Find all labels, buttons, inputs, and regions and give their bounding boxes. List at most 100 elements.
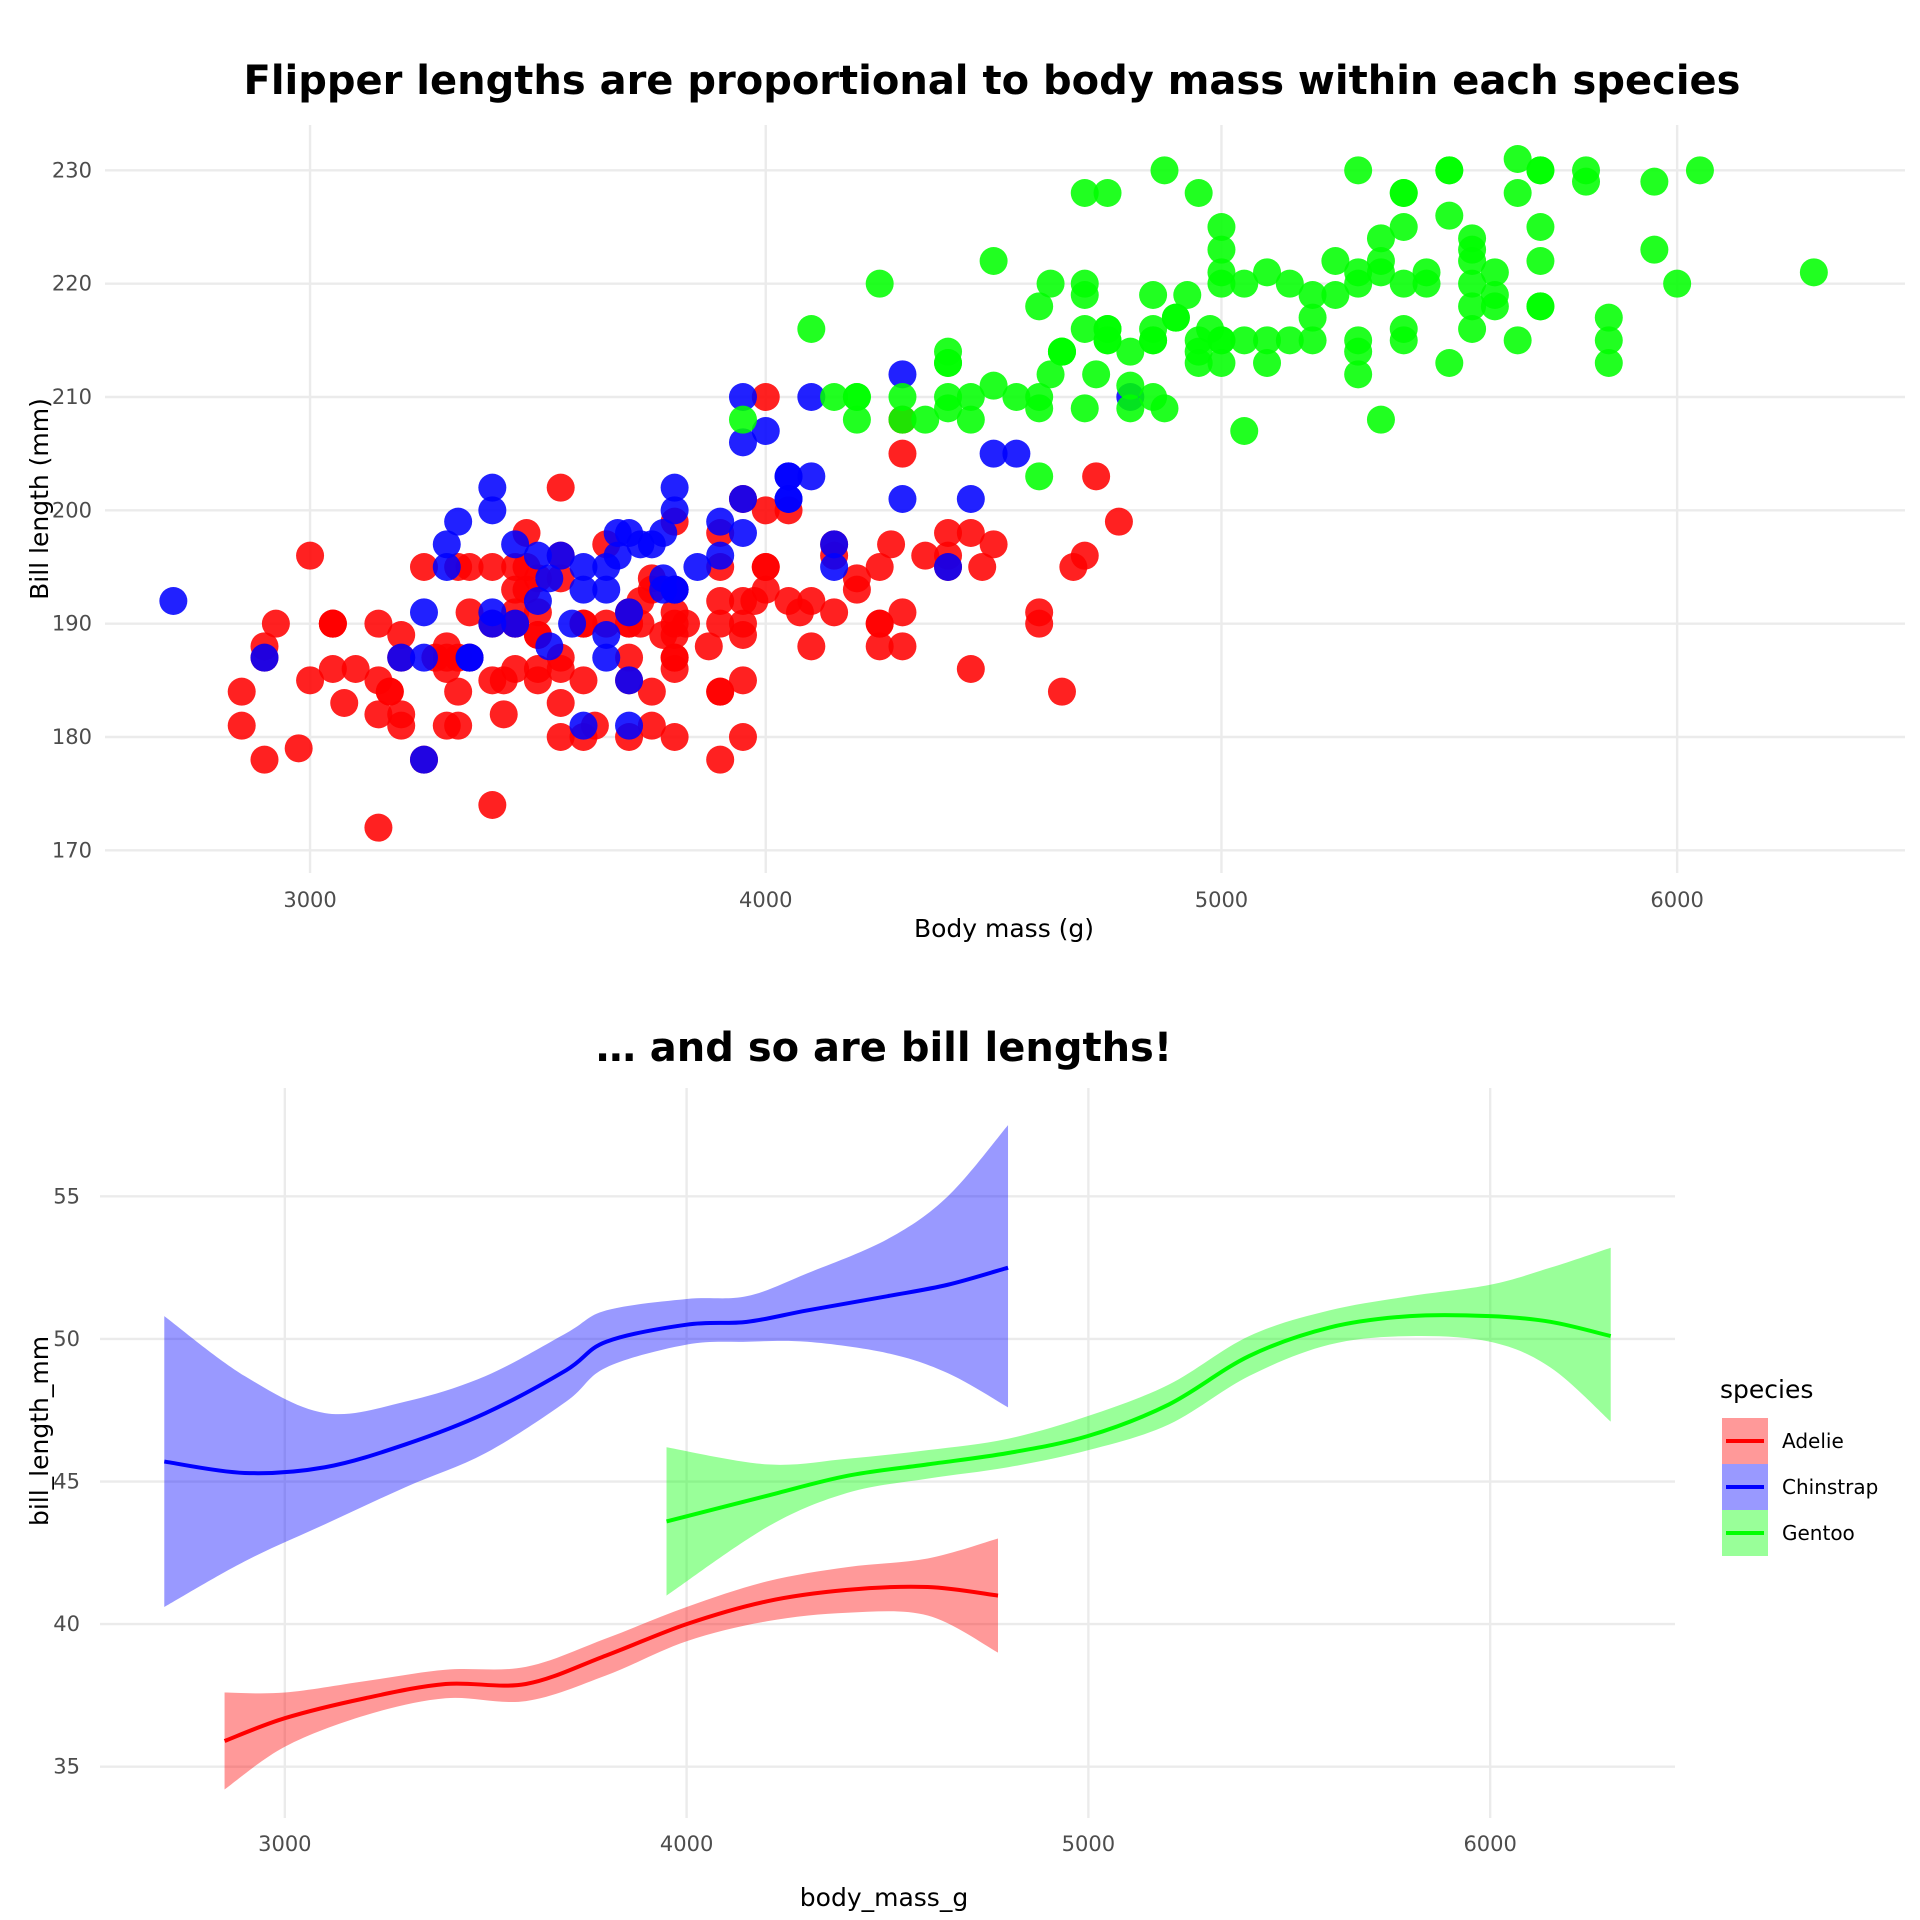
scatter-point (706, 587, 735, 615)
scatter-point (478, 791, 507, 819)
scatter-point (1389, 213, 1418, 241)
scatter-point (934, 553, 963, 581)
scatter-point (1594, 349, 1623, 377)
scatter-point (1116, 394, 1145, 423)
scatter-point (1526, 247, 1555, 275)
scatter-point (409, 553, 438, 581)
smooth-lines (164, 1265, 1612, 1743)
scatter-point (706, 507, 735, 536)
scatter-point (1184, 337, 1213, 366)
scatter-point (615, 711, 644, 740)
scatter-point (706, 677, 735, 706)
scatter-point (250, 745, 279, 774)
legend-title: species (1720, 1375, 1813, 1404)
legend-item-chinstrap: Chinstrap (1722, 1464, 1878, 1510)
scatter-point (375, 677, 404, 706)
scatter-x-tick-label: 6000 (1650, 888, 1703, 912)
scatter-x-axis-label: Body mass (g) (914, 914, 1094, 943)
scatter-point (820, 553, 849, 581)
scatter-point (979, 371, 1008, 400)
scatter-point (1389, 179, 1418, 207)
scatter-point (1150, 156, 1179, 185)
scatter-point (615, 666, 644, 695)
scatter-point (1025, 462, 1054, 491)
scatter-point (546, 689, 575, 717)
scatter-point (911, 405, 940, 434)
scatter-point (1025, 394, 1054, 423)
scatter-point (1435, 201, 1464, 230)
scatter-series-adelie (227, 383, 1133, 842)
smooth-line-gentoo (666, 1313, 1612, 1524)
scatter-series-chinstrap (159, 360, 1145, 774)
scatter-point (432, 530, 461, 559)
scatter-point (1480, 281, 1509, 309)
scatter-point (592, 575, 621, 604)
scatter-point (797, 462, 826, 491)
legend-item-adelie: Adelie (1722, 1418, 1844, 1464)
scatter-point (569, 575, 598, 604)
scatter-y-tick-label: 170 (52, 838, 92, 862)
scatter-point (1435, 156, 1464, 185)
scatter-point (341, 655, 370, 683)
scatter-point (1036, 269, 1065, 298)
scatter-x-tick-label: 3000 (283, 888, 336, 912)
scatter-point (409, 598, 438, 627)
scatter-point (1526, 292, 1555, 321)
scatter-point (615, 643, 644, 672)
scatter-point (1526, 213, 1555, 241)
scatter-point (694, 632, 723, 661)
scatter-point (387, 643, 416, 672)
scatter-point (683, 553, 712, 581)
scatter-point (615, 598, 644, 627)
scatter-point (227, 711, 256, 740)
scatter-point (1230, 269, 1259, 298)
scatter-point (888, 360, 917, 389)
legend-items: Adelie Chinstrap Gentoo (1722, 1418, 1878, 1556)
scatter-point (284, 734, 313, 763)
scatter-point (1093, 326, 1122, 355)
scatter-point (1799, 258, 1828, 287)
scatter-point (364, 813, 393, 842)
smooth-x-axis-label: body_mass_g (800, 1883, 968, 1912)
scatter-point (546, 723, 575, 751)
scatter-point (1435, 349, 1464, 377)
legend-label: Gentoo (1782, 1521, 1855, 1545)
scatter-point (1002, 383, 1031, 411)
smooth-line-adelie (223, 1584, 999, 1743)
scatter-point (455, 643, 484, 672)
scatter-point (1161, 303, 1190, 332)
scatter-point (842, 383, 871, 411)
scatter-point (979, 247, 1008, 275)
scatter-point (1366, 258, 1395, 287)
scatter-point (706, 745, 735, 774)
scatter-point (523, 587, 552, 615)
scatter-point (1070, 179, 1099, 207)
scatter-point (535, 632, 564, 661)
scatter-point (968, 553, 997, 581)
scatter-point (1366, 224, 1395, 253)
scatter-point (956, 485, 985, 513)
legend-label: Adelie (1782, 1429, 1844, 1453)
scatter-point (1047, 337, 1076, 366)
scatter-point (1298, 303, 1327, 332)
scatter-point (1503, 326, 1532, 355)
scatter-point (1458, 269, 1487, 298)
scatter-point (649, 519, 678, 547)
scatter-point (1002, 439, 1031, 468)
scatter-point (1640, 235, 1669, 264)
scatter-point (1344, 360, 1373, 389)
legend-item-gentoo: Gentoo (1722, 1510, 1855, 1556)
scatter-point (1389, 315, 1418, 343)
scatter-point (751, 383, 780, 411)
scatter-point (865, 269, 894, 298)
scatter-point (785, 598, 814, 627)
scatter-point (820, 598, 849, 627)
scatter-point (728, 428, 757, 457)
scatter-point (1139, 281, 1168, 309)
scatter-point (1253, 258, 1282, 287)
scatter-point (1321, 247, 1350, 275)
scatter-point (1458, 235, 1487, 264)
scatter-point (1230, 417, 1259, 445)
scatter-point (888, 598, 917, 627)
